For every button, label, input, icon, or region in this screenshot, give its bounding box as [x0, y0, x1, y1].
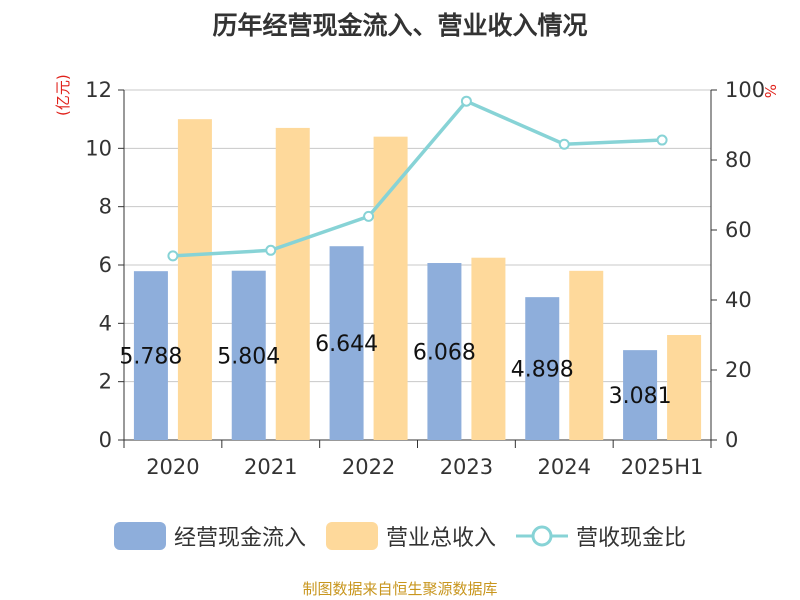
data-label-cash-inflow: 5.788 [119, 345, 182, 370]
x-axis-tick-label: 2020 [146, 455, 199, 479]
x-axis-tick-label: 2024 [538, 455, 591, 479]
ratio-point [558, 138, 570, 150]
x-axis-tick-label: 2025H1 [621, 455, 704, 479]
ratio-point [265, 244, 277, 256]
bar-cash-inflow [329, 246, 364, 440]
right-axis-tick-label: 80 [725, 148, 752, 172]
left-axis-tick-label: 8 [99, 195, 112, 219]
bar-cash-inflow [623, 350, 658, 440]
bar-cash-inflow [133, 271, 168, 440]
left-axis-tick-label: 12 [85, 78, 112, 102]
legend-swatch-ratio [516, 525, 568, 547]
right-axis-tick-label: 20 [725, 358, 752, 382]
data-label-cash-inflow: 5.804 [217, 344, 280, 369]
right-axis-tick-label: 60 [725, 218, 752, 242]
ratio-point [167, 250, 179, 262]
left-axis-tick-label: 0 [99, 428, 112, 452]
left-axis-tick-label: 6 [99, 253, 112, 277]
ratio-line [172, 99, 663, 258]
legend-item-revenue[interactable]: 营业总收入 [325, 520, 496, 552]
left-axis-tick-label: 2 [99, 370, 112, 394]
legend-item-ratio[interactable]: 营收现金比 [516, 520, 686, 552]
left-axis-tick-label: 10 [85, 136, 112, 160]
right-axis-tick-label: 0 [725, 428, 738, 452]
bar-revenue [471, 257, 506, 440]
legend-swatch-cash-inflow [113, 522, 166, 550]
bar-revenue [373, 136, 408, 440]
bar-cash-inflow [231, 270, 266, 440]
ratio-point [656, 134, 668, 146]
legend: 经营现金流入 营业总收入 营收现金比 [0, 520, 800, 552]
right-axis-tick-label: 40 [725, 288, 752, 312]
bar-cash-inflow [427, 263, 462, 440]
data-label-cash-inflow: 4.898 [511, 358, 574, 383]
legend-label-revenue: 营业总收入 [385, 526, 496, 551]
ratio-point [460, 95, 472, 107]
source-note: 制图数据来自恒生聚源数据库 [302, 580, 498, 598]
legend-item-cash-inflow[interactable]: 经营现金流入 [113, 520, 306, 552]
chart-title: 历年经营现金流入、营业收入情况 [212, 11, 588, 40]
bar-revenue [177, 119, 212, 441]
legend-label-ratio: 营收现金比 [576, 526, 687, 551]
legend-swatch-revenue [325, 522, 378, 550]
bar-revenue [569, 270, 604, 440]
x-axis-tick-label: 2021 [244, 455, 297, 479]
data-label-cash-inflow: 6.644 [315, 332, 378, 357]
bar-revenue [667, 335, 702, 440]
data-label-cash-inflow: 3.081 [609, 384, 672, 409]
bar-cash-inflow [525, 297, 560, 440]
data-label-cash-inflow: 6.068 [413, 341, 476, 366]
x-axis-tick-label: 2023 [440, 455, 493, 479]
x-axis-tick-label: 2022 [342, 455, 395, 479]
right-axis-tick-label: 100 [725, 78, 765, 102]
legend-label-cash-inflow: 经营现金流入 [173, 526, 306, 551]
ratio-point [363, 210, 375, 222]
bar-revenue [275, 127, 310, 441]
left-axis-tick-label: 4 [99, 311, 112, 335]
